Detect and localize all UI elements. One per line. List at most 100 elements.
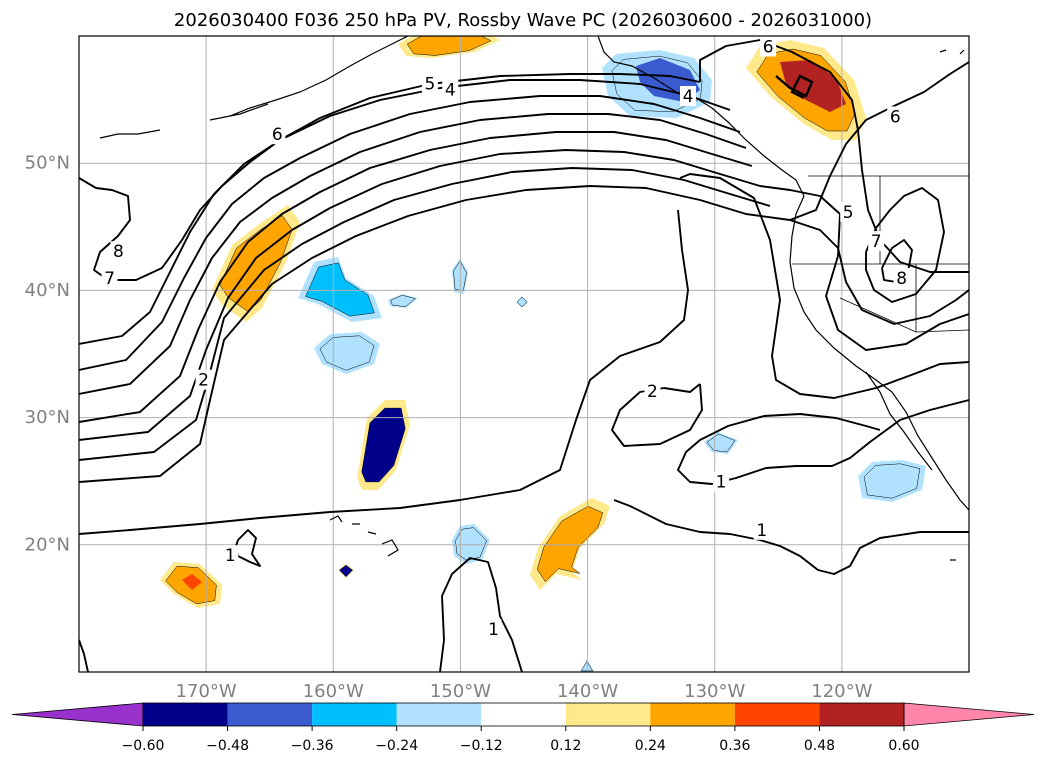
pv-contour-label: 1 [716,472,727,492]
pv-contour-label: 4 [445,81,456,101]
pv-contour-label: 6 [890,107,901,127]
pv-contour-line [79,113,747,395]
negative-anomaly-core [581,661,593,671]
pv-contour-label: 1 [225,546,236,566]
anomaly-outline [305,262,375,317]
pv-contour-line [439,557,523,672]
pv-contour-label: 8 [113,242,124,262]
colorbar-segment [565,703,651,726]
pv-contour-line [789,219,969,325]
contour-label-background [680,86,697,107]
pv-contour-line [881,239,913,283]
pv-contour-line [679,173,969,399]
pv-contour-line [677,399,969,485]
island [329,515,343,523]
pv-contour-line [79,131,753,423]
anomaly-outline [406,36,492,56]
pv-contour-line [79,61,969,483]
pv-contour-label: 6 [272,125,283,145]
negative-anomaly-core [707,433,735,453]
colorbar-segment [734,703,820,726]
contour-label-background [713,471,730,492]
colorbar-segment [143,703,228,726]
pv-contour-label: 5 [843,203,854,223]
contour-label-background [644,381,661,402]
anomaly-outline [165,565,217,605]
pv-contour-line [775,74,814,100]
contour-label-background [887,106,904,127]
negative-anomaly-core [455,527,487,561]
axis-tick-labels: 170°W 160°W 150°W 140°W 130°W 120°W 20°N 30°N 40… [25,153,873,702]
contour-label-background [195,369,212,390]
colorbar-tick-label: 0.12 [550,738,581,754]
chart-title: 2026030400 F036 250 hPa PV, Rossby Wave … [174,10,872,31]
pv-contour-label: 1 [488,620,499,640]
coastline-layer [99,36,969,561]
colorbar: −0.60 −0.48 −0.36 −0.24 −0.12 0.12 0.24 0.36 0.4… [11,702,1035,754]
anomaly-outline [319,335,375,371]
colorbar-tick-label: 0.48 [804,738,835,754]
latitude-tick-label: 50°N [25,153,70,174]
positive-anomaly-core-strong [780,60,846,112]
contour-label-background [753,519,770,540]
negative-anomaly-core [305,262,375,317]
contour-label-background [222,545,239,566]
positive-anomaly-core [537,506,603,582]
colorbar-tick-label: −0.24 [375,738,418,754]
pv-contour-line [865,187,945,303]
anomaly-outline [516,296,528,308]
pv-contour-line [79,167,771,461]
contour-label-background [110,241,127,262]
colorbar-segment [312,703,397,726]
colorbar-tick-label: 0.36 [719,738,750,754]
pv-contour-line [611,383,703,447]
anomaly-outline [219,215,293,312]
contour-label-background [485,619,502,640]
anomaly-outline [455,527,487,561]
colorbar-tick-label: −0.48 [206,738,249,754]
pv-contour-line [79,209,689,535]
latitude-tick-label: 20°N [25,534,70,555]
negative-anomaly-core [390,295,416,307]
contour-label-background [760,36,777,57]
positive-anomaly-core [219,215,293,312]
pv-contour-label: 5 [425,74,436,94]
colorbar-segment [396,703,482,726]
colorbar-tick-label: 0.24 [635,738,666,754]
colorbar-segment [227,703,313,726]
island [939,49,947,53]
pv-contour-label: 7 [104,269,115,289]
longitude-tick-label: 140°W [557,681,618,702]
colorbar-segment [819,703,904,726]
colorbar-tick-label: −0.12 [460,738,503,754]
pv-contour-line [79,73,701,281]
pv-contour-label: 2 [198,371,209,391]
anomaly-outline [611,55,703,113]
coastline [229,36,409,117]
colorbar-segment [481,703,566,726]
pv-contour-line [79,79,731,345]
contour-label-background [269,124,286,145]
pv-contour-label: 4 [683,87,694,107]
positive-anomaly-core-strong [182,574,202,590]
coastline [209,103,269,121]
pv-contour-line [699,39,969,273]
anomaly-outline [580,660,594,672]
colorbar-segment [650,703,735,726]
longitude-tick-label: 150°W [430,681,491,702]
colorbar-outline [142,702,905,727]
longitude-tick-label: 170°W [176,681,237,702]
map-frame [78,35,970,673]
coastline [99,129,161,139]
anomaly-outline [863,463,921,499]
longitude-tick-label: 130°W [684,681,745,702]
island [367,531,377,535]
pv-contour-label: 2 [647,382,658,402]
latitude-tick-label: 30°N [25,407,70,428]
colorbar-extend-high [903,702,1035,727]
colorbar-tick-label: −0.36 [291,738,334,754]
longitude-tick-label: 160°W [303,681,364,702]
pv-contour-line [613,499,969,575]
pv-contour-label: 6 [763,37,774,57]
